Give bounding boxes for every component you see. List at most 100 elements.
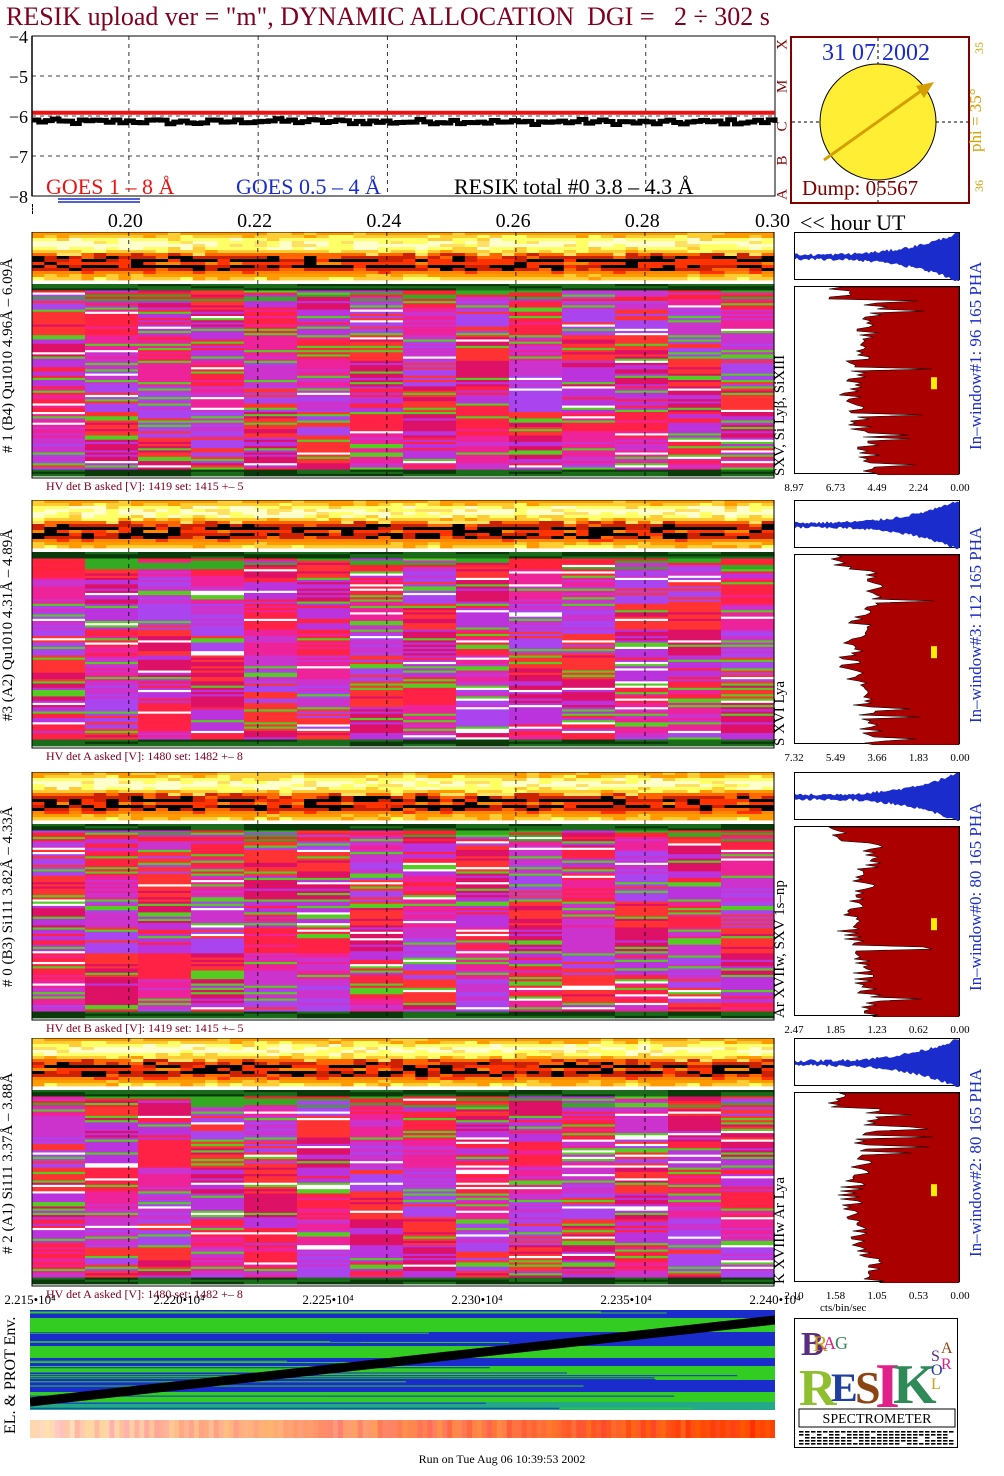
heat-cell xyxy=(32,454,86,458)
heat-cell xyxy=(687,271,701,275)
heat-cell xyxy=(514,524,528,528)
heat-cell xyxy=(191,367,245,370)
heat-cell xyxy=(244,735,298,738)
heat-cell xyxy=(341,787,355,791)
heat-cell xyxy=(403,448,457,451)
heat-cell xyxy=(721,564,775,568)
heat-cell xyxy=(353,790,367,794)
heat-cell xyxy=(353,781,367,785)
heat-cell xyxy=(229,506,243,510)
heat-cell xyxy=(721,614,775,618)
heat-cell xyxy=(297,651,351,654)
heat-cell xyxy=(489,500,503,504)
heat-cell xyxy=(254,542,268,546)
heat-cell xyxy=(350,403,404,406)
heat-cell xyxy=(390,244,404,248)
heat-cell xyxy=(191,597,245,600)
heat-cell xyxy=(477,515,491,519)
heat-cell xyxy=(93,793,107,797)
heat-cell xyxy=(675,271,689,275)
heat-cell xyxy=(85,653,139,656)
heat-cell xyxy=(509,339,563,342)
heat-cell xyxy=(56,503,70,507)
heat-cell xyxy=(32,500,45,504)
heat-cell xyxy=(191,437,245,441)
flare-class-letter: X xyxy=(774,39,791,50)
heat-cell xyxy=(155,244,169,248)
heat-cell xyxy=(32,371,86,374)
heat-cell xyxy=(191,446,245,449)
heat-cell xyxy=(106,518,120,522)
heat-cell xyxy=(279,518,293,522)
heat-cell xyxy=(353,247,367,251)
heat-cell xyxy=(242,274,256,278)
heat-cell xyxy=(668,375,722,379)
heat-cell xyxy=(138,450,192,453)
heat-cell xyxy=(390,518,404,522)
heat-cell xyxy=(378,500,392,504)
heat-cell xyxy=(106,790,120,794)
heat-cell xyxy=(32,595,86,598)
heat-cell xyxy=(637,265,651,269)
heat-cell xyxy=(138,403,192,406)
heat-cell xyxy=(191,416,245,419)
heat-cell xyxy=(244,328,298,332)
heat-cell xyxy=(254,268,268,272)
heat-cell xyxy=(378,542,392,546)
heat-cell xyxy=(721,313,775,317)
heat-cell xyxy=(403,521,416,525)
heat-cell xyxy=(69,515,83,519)
heat-cell xyxy=(539,274,552,278)
heat-cell xyxy=(32,509,45,513)
heat-cell xyxy=(403,348,457,351)
heat-cell xyxy=(637,515,651,519)
heat-cell xyxy=(509,354,563,357)
heat-cell xyxy=(675,533,689,537)
heat-cell xyxy=(650,515,664,519)
heat-cell xyxy=(138,316,192,319)
heat-cell xyxy=(551,790,565,794)
heat-cell xyxy=(191,614,245,618)
heat-cell xyxy=(721,294,775,298)
heat-cell xyxy=(32,444,86,447)
heat-cell xyxy=(81,506,95,510)
heat-cell xyxy=(244,743,298,747)
channel-lines-label: S XVI Lya xyxy=(772,681,788,746)
heat-cell xyxy=(456,354,510,357)
heat-cell xyxy=(615,375,669,379)
heat-cell xyxy=(328,274,342,278)
heat-cell xyxy=(244,614,298,618)
heat-cell xyxy=(328,256,342,260)
heat-cell xyxy=(32,333,86,336)
heat-cell xyxy=(456,350,510,353)
heat-cell xyxy=(69,250,83,254)
heat-cell xyxy=(456,392,510,396)
heat-cell xyxy=(668,584,722,587)
heat-cell xyxy=(615,352,669,355)
heat-cell xyxy=(85,439,139,443)
heat-cell xyxy=(85,735,139,738)
heat-cell xyxy=(32,724,86,727)
heat-cell xyxy=(297,335,351,338)
heat-cell xyxy=(350,560,404,564)
heat-cell xyxy=(93,545,107,549)
heat-cell xyxy=(668,394,722,398)
heat-cell xyxy=(576,536,590,540)
heat-cell xyxy=(32,290,86,293)
heat-cell xyxy=(456,377,510,381)
heat-cell xyxy=(509,651,563,654)
heat-cell xyxy=(350,288,404,291)
heat-cell xyxy=(32,397,86,400)
heat-cell xyxy=(724,244,738,248)
heat-cell xyxy=(514,790,528,794)
heat-cell xyxy=(32,521,45,525)
heat-cell xyxy=(509,341,563,345)
heat-cell xyxy=(615,571,669,574)
heat-cell xyxy=(615,588,669,592)
heat-cell xyxy=(699,530,713,534)
heat-cell xyxy=(85,683,139,687)
heat-cell xyxy=(85,724,139,727)
heat-cell xyxy=(403,726,457,730)
heat-cell xyxy=(509,301,563,304)
heat-cell xyxy=(304,533,318,537)
